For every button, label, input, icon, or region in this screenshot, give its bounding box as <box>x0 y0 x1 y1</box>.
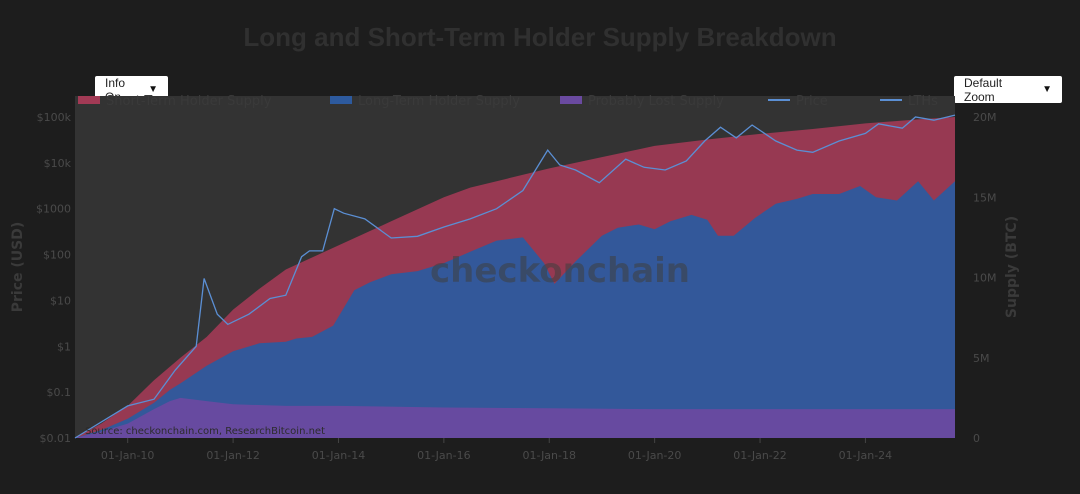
legend-swatch <box>560 96 582 104</box>
y-right-tick-label: 0 <box>973 432 980 445</box>
y-left-tick-label: $10 <box>50 294 71 307</box>
legend-swatch <box>78 96 100 104</box>
x-tick-label: 01-Jan-22 <box>733 449 787 462</box>
legend-label[interactable]: Probably Lost Supply <box>588 94 724 109</box>
y-axis-left-title: Price (USD) <box>10 222 26 313</box>
y-axis-right-title: Supply (BTC) <box>1004 216 1020 318</box>
zoom-label: Default Zoom <box>964 75 1003 104</box>
legend-label[interactable]: Price <box>796 94 828 109</box>
y-right-tick-label: 15M <box>973 191 997 204</box>
series-probably-lost-area <box>75 397 955 438</box>
caret-down-icon: ▼ <box>1042 84 1052 95</box>
source-note: Source: checkonchain.com, ResearchBitcoi… <box>85 426 325 437</box>
y-left-tick-label: $0.1 <box>47 386 72 399</box>
y-left-tick-label: $1000 <box>36 203 71 216</box>
x-tick-label: 01-Jan-16 <box>417 449 471 462</box>
zoom-dropdown[interactable]: Default Zoom ▼ <box>954 75 1062 104</box>
x-tick-label: 01-Jan-20 <box>628 449 682 462</box>
y-right-tick-label: 10M <box>973 272 997 285</box>
legend-label[interactable]: LTHs <box>908 94 938 109</box>
series-price-line <box>74 114 956 439</box>
series-long-term-holder-area <box>75 181 955 438</box>
y-right-tick-label: 5M <box>973 352 990 365</box>
y-right-tick-label: 20M <box>973 111 997 124</box>
legend-label[interactable]: Short-Term Holder Supply <box>106 94 272 109</box>
x-tick-label: 01-Jan-12 <box>206 449 260 462</box>
y-left-tick-label: $100 <box>43 249 71 262</box>
watermark: checkonchain <box>430 251 690 291</box>
chart-title: Long and Short-Term Holder Supply Breakd… <box>243 22 837 52</box>
legend-label[interactable]: Long-Term Holder Supply <box>358 94 520 109</box>
y-left-tick-label: $1 <box>57 340 71 353</box>
y-left-tick-label: $100k <box>37 111 72 124</box>
x-tick-label: 01-Jan-10 <box>101 449 155 462</box>
legend-swatch <box>330 96 352 104</box>
x-tick-label: 01-Jan-14 <box>312 449 366 462</box>
y-left-tick-label: $0.01 <box>40 432 72 445</box>
x-tick-label: 01-Jan-18 <box>522 449 576 462</box>
x-tick-label: 01-Jan-24 <box>839 449 893 462</box>
caret-down-icon: ▼ <box>148 84 158 95</box>
y-left-tick-label: $10k <box>44 157 72 170</box>
